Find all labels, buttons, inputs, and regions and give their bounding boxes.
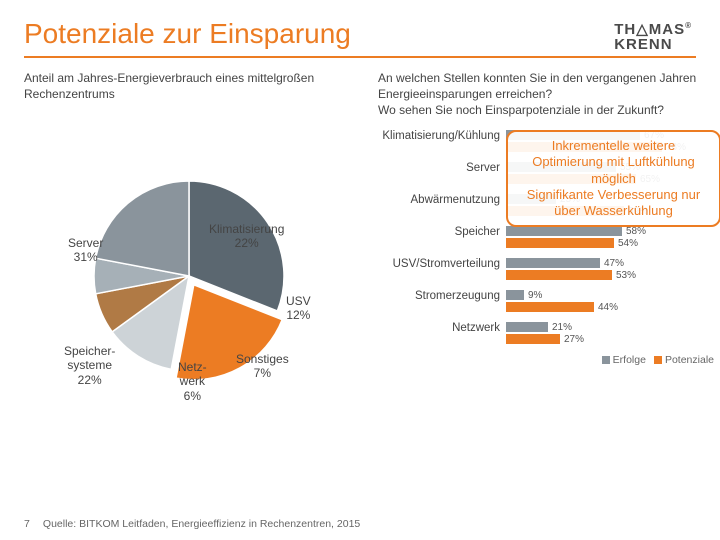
pie-slice-label: Klimatisierung22% <box>209 222 284 251</box>
bar-category-label: Stromerzeugung <box>378 290 506 303</box>
legend-label: Erfolge <box>613 354 646 366</box>
legend-label: Potenziale <box>665 354 714 366</box>
bar: 58% <box>506 226 718 236</box>
pie-chart: Server31% Klimatisierung22% USV12% Sonstige… <box>24 126 364 416</box>
footer: 7 Quelle: BITKOM Leitfaden, Energieeffiz… <box>24 518 360 530</box>
bar-value: 47% <box>604 258 624 269</box>
bar-row: Speicher 58%54% <box>378 226 718 250</box>
bar: 53% <box>506 270 718 280</box>
callout-box: Inkrementelle weitere Optimierung mit Lu… <box>506 130 720 227</box>
logo: TH△MAS® KRENN <box>614 22 692 52</box>
right-subtitle: An welchen Stellen konnten Sie in den ve… <box>378 70 718 120</box>
footer-source: Quelle: BITKOM Leitfaden, Energieeffizie… <box>43 518 360 530</box>
bar-fill <box>506 226 622 236</box>
bar-fill <box>506 334 560 344</box>
left-column: Anteil am Jahres-Energieverbrauch eines … <box>24 70 364 416</box>
pie-slice-label: Server31% <box>68 236 103 265</box>
page-number: 7 <box>24 518 40 530</box>
bar-row: Stromerzeugung 9% 44% <box>378 290 718 314</box>
legend-swatch <box>602 356 610 364</box>
bar: 21% <box>506 322 718 332</box>
bar-value: 53% <box>616 270 636 281</box>
bar: 54% <box>506 238 718 248</box>
bar: 9% <box>506 290 718 300</box>
bar-category-label: Netzwerk <box>378 322 506 335</box>
bar-value: 9% <box>528 290 542 301</box>
bar: 47% <box>506 258 718 268</box>
page-title: Potenziale zur Einsparung <box>24 18 696 50</box>
bar-fill <box>506 302 594 312</box>
logo-line2: KRENN <box>614 37 692 52</box>
bar-category-label: Speicher <box>378 226 506 239</box>
pie-slice-label: Netz-werk6% <box>178 360 207 403</box>
bar-row: USV/Stromverteilung 47%53% <box>378 258 718 282</box>
title-rule <box>24 56 696 58</box>
bar-fill <box>506 270 612 280</box>
right-column: An welchen Stellen konnten Sie in den ve… <box>378 70 718 416</box>
bar-fill <box>506 238 614 248</box>
bar-value: 54% <box>618 238 638 249</box>
pie-slice-label: USV12% <box>286 294 311 323</box>
bar-category-label: Server <box>378 162 506 175</box>
bar-value: 21% <box>552 322 572 333</box>
left-subtitle: Anteil am Jahres-Energieverbrauch eines … <box>24 70 364 120</box>
logo-line1: TH△MAS® <box>614 22 692 37</box>
bar-category-label: USV/Stromverteilung <box>378 258 506 271</box>
bar-fill <box>506 258 600 268</box>
bar-fill <box>506 290 524 300</box>
bar-legend: Erfolge Potenziale <box>378 354 718 366</box>
bar-category-label: Klimatisierung/Kühlung <box>378 130 506 143</box>
bar-value: 58% <box>626 226 646 237</box>
bar: 44% <box>506 302 718 312</box>
bar-category-label: Abwärmenutzung <box>378 194 506 207</box>
bar-value: 27% <box>564 334 584 345</box>
pie-slice-label: Sonstiges7% <box>236 352 289 381</box>
bar: 27% <box>506 334 718 344</box>
pie-slice-label: Speicher-systeme22% <box>64 344 115 387</box>
legend-swatch <box>654 356 662 364</box>
bar-fill <box>506 322 548 332</box>
bar-value: 44% <box>598 302 618 313</box>
bar-row: Netzwerk 21%27% <box>378 322 718 346</box>
